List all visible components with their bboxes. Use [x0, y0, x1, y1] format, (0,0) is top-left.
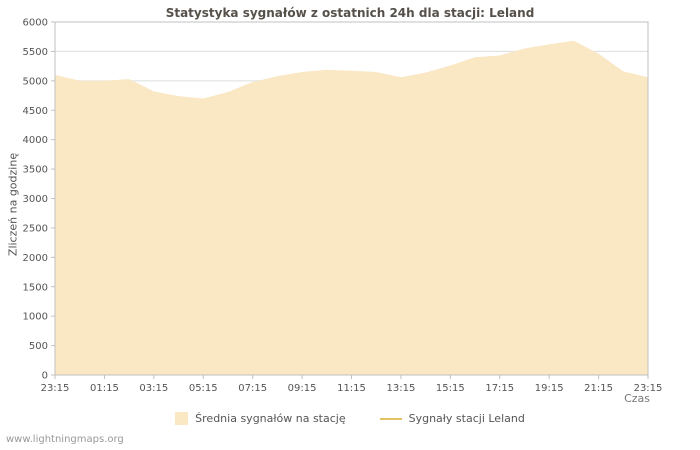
- y-tick-label: 1000: [23, 312, 48, 323]
- legend-item-area: Średnia sygnałów na stację: [175, 412, 346, 425]
- chart-plot: 0 500 1000 1500 2000 2500 3000 3500 4000 4500 5000…: [23, 18, 663, 395]
- x-tick-label: 11:15: [337, 383, 366, 394]
- line-swatch-icon: [379, 417, 402, 420]
- x-tick-label: 21:15: [584, 383, 613, 394]
- legend-label-line: Sygnały stacji Leland: [408, 412, 525, 425]
- x-tick-label: 03:15: [139, 383, 168, 394]
- area-swatch-icon: [175, 412, 189, 425]
- y-tick-label: 1500: [23, 282, 48, 293]
- x-tick-label: 05:15: [189, 383, 218, 394]
- x-tick-label: 07:15: [238, 383, 267, 394]
- x-axis-label: Czas: [624, 392, 650, 405]
- y-tick-label: 2000: [23, 253, 48, 264]
- y-tick-label: 5500: [23, 47, 48, 58]
- legend: Średnia sygnałów na stację Sygnały stacj…: [0, 412, 700, 425]
- watermark: www.lightningmaps.org: [6, 434, 124, 445]
- y-tick-label: 5000: [23, 76, 48, 87]
- y-tick-label: 0: [42, 371, 48, 382]
- y-tick-label: 500: [29, 341, 48, 352]
- y-tick-label: 4000: [23, 135, 48, 146]
- x-tick-label: 01:15: [90, 383, 119, 394]
- y-tick-label: 6000: [23, 18, 48, 29]
- legend-label-area: Średnia sygnałów na stację: [195, 412, 346, 425]
- y-tick-label: 4500: [23, 106, 48, 117]
- plot-border: [54, 21, 649, 376]
- legend-item-line: Sygnały stacji Leland: [379, 412, 525, 425]
- area-series: [55, 40, 648, 376]
- y-tick-label: 2500: [23, 223, 48, 234]
- x-tick-label: 17:15: [485, 383, 514, 394]
- x-tick-label: 15:15: [436, 383, 465, 394]
- y-axis-label: Zliczeń na godzinę: [6, 152, 20, 257]
- y-tick-label: 3000: [23, 194, 48, 205]
- chart-title: Statystyka sygnałów z ostatnich 24h dla …: [165, 6, 535, 20]
- x-tick-label: 13:15: [387, 383, 416, 394]
- y-tick-label: 3500: [23, 165, 48, 176]
- x-tick-label: 19:15: [535, 383, 564, 394]
- x-tick-label: 23:15: [41, 383, 70, 394]
- x-tick-label: 09:15: [288, 383, 317, 394]
- x-tick-label: 23:15: [634, 383, 663, 394]
